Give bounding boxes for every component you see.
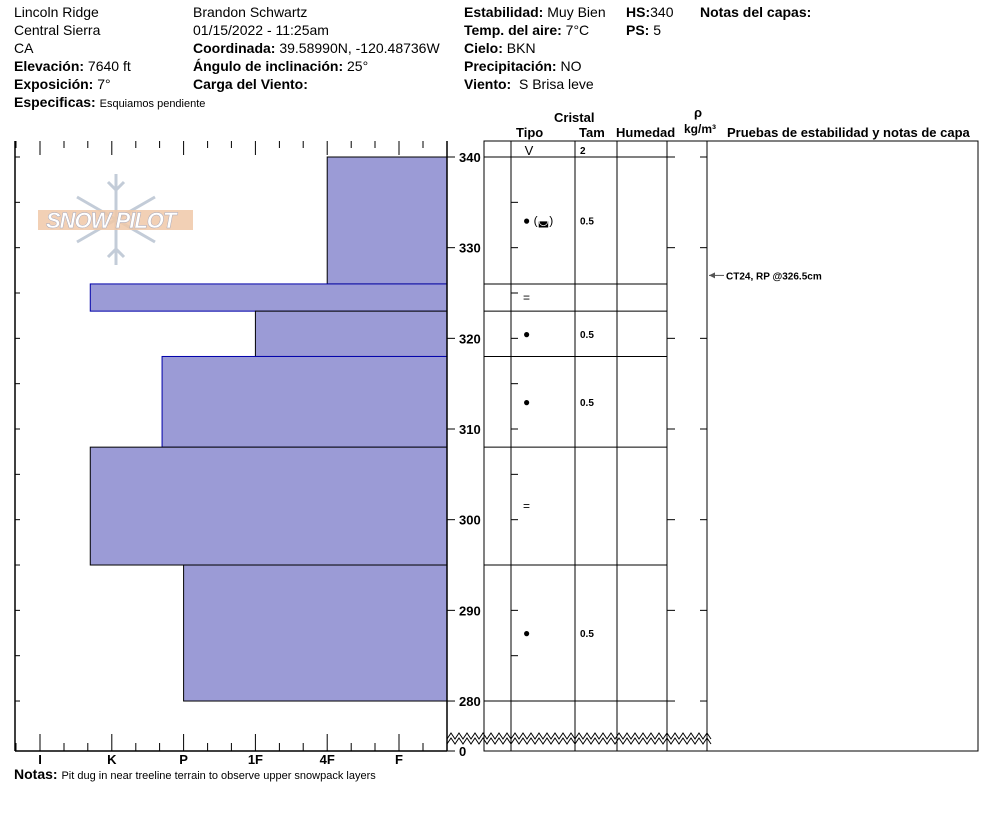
ps-value: 5 (653, 22, 662, 38)
slope: Ángulo de inclinación: 25° (193, 57, 368, 75)
wind-label: Viento: (464, 76, 512, 92)
notes-label: Notas: (14, 766, 58, 782)
aspect-value: 7° (97, 76, 111, 92)
hardness-tick-label: 4F (320, 752, 335, 767)
specifics: Especificas: Esquiamos pendiente (14, 93, 205, 113)
axis-break-zigzag (446, 737, 712, 745)
sky-label: Cielo: (464, 40, 503, 56)
col-type: Tipo (516, 125, 544, 140)
hardness-tick-label: K (107, 752, 117, 767)
axis-break-zigzag (446, 732, 712, 740)
hardness-bar-P+ (161, 355, 448, 448)
stability: Estabilidad: Muy Bien (464, 3, 606, 21)
stability-label: Estabilidad: (464, 4, 544, 20)
ps-label: PS: (626, 22, 650, 38)
height-tick-label: 280 (459, 694, 481, 709)
aspect: Exposición: 7° (14, 75, 111, 93)
notes: Notas: Pit dug in near treeline terrain … (14, 765, 376, 785)
height-tick-label: 0 (459, 744, 466, 759)
elevation-label: Elevación: (14, 58, 85, 74)
height-tick-label: 330 (459, 241, 481, 256)
air-temp: Temp. del aire: 7°C (464, 21, 589, 39)
layer-table-frame (483, 140, 979, 752)
hardness-tick-label: P (179, 752, 188, 767)
hardness-tick-label: 1F (248, 752, 263, 767)
grain-size: 0.5 (580, 330, 594, 341)
hs: HS:340 (626, 3, 673, 21)
specifics-value: Esquiamos pendiente (99, 98, 206, 110)
height-tick-label: 340 (459, 150, 481, 165)
col-size: Tam (579, 125, 605, 140)
col-crystal: Cristal (554, 110, 595, 125)
hs-label: HS: (626, 4, 651, 20)
coordinates: Coordinada: 39.58990N, -120.48736W (193, 39, 440, 57)
slope-label: Ángulo de inclinación: (193, 58, 344, 74)
precip-label: Precipitación: (464, 58, 557, 74)
range: Central Sierra (14, 22, 101, 38)
svg-text:SNOW PILOT: SNOW PILOT (46, 208, 178, 233)
air-temp-value: 7°C (565, 22, 590, 38)
wind-value: S Brisa leve (518, 76, 594, 92)
wind: Viento: S Brisa leve (464, 75, 594, 93)
aspect-label: Exposición: (14, 76, 94, 92)
hardness-bar-K+ (89, 283, 448, 312)
snowpilot-logo: SNOW PILOT (38, 172, 194, 267)
grain-type-symbol: = (523, 499, 530, 513)
datetime: 01/15/2022 - 11:25am (193, 22, 329, 38)
surface-grain-symbol: V (525, 143, 534, 158)
col-moisture: Humedad (616, 125, 676, 140)
slope-value: 25° (347, 58, 369, 74)
stability-test-note: CT24, RP @326.5cm (726, 271, 822, 282)
coord-label: Coordinada: (193, 40, 276, 56)
observer: Brandon Schwartz (193, 4, 308, 20)
grain-size: 0.5 (580, 398, 594, 409)
hardness-tick-label: F (395, 752, 403, 767)
sky-value: BKN (506, 40, 536, 56)
grain-size: 0.5 (580, 629, 594, 640)
snowflake-icon: SNOW PILOT (38, 174, 193, 265)
sky: Cielo: BKN (464, 39, 536, 57)
grain-type-symbol: ● (523, 626, 530, 640)
state: CA (14, 40, 34, 56)
grain-type-symbol: ● (523, 395, 530, 409)
wind-load-label: Carga del Viento: (193, 76, 308, 92)
col-rho: ρ (694, 105, 703, 120)
height-tick-label: 290 (459, 603, 481, 618)
col-density: kg/m³ (684, 122, 717, 136)
elevation: Elevación: 7640 ft (14, 57, 131, 75)
location: Lincoln Ridge (14, 4, 99, 20)
height-tick-label: 300 (459, 513, 481, 528)
coord-value: 39.58990N, -120.48736W (279, 40, 440, 56)
ps: PS: 5 (626, 21, 661, 39)
surface-grain-size: 2 (580, 146, 586, 157)
specifics-label: Especificas: (14, 94, 96, 110)
height-tick-label: 310 (459, 422, 481, 437)
col-tests: Pruebas de estabilidad y notas de capa (727, 125, 970, 140)
grain-type-symbol: ● (◛) (523, 213, 553, 227)
grain-size: 0.5 (580, 216, 594, 227)
stability-value: Muy Bien (547, 4, 606, 20)
notes-value: Pit dug in near treeline terrain to obse… (61, 770, 376, 782)
elevation-value: 7640 ft (87, 58, 131, 74)
grain-type-symbol: = (523, 291, 530, 305)
grain-type-symbol: ● (523, 327, 530, 341)
air-temp-label: Temp. del aire: (464, 22, 562, 38)
hardness-tick-label: I (38, 752, 42, 767)
layer-notes-label: Notas del capas: (700, 4, 812, 20)
hardness-bar-P (183, 564, 448, 702)
height-tick-label: 320 (459, 331, 481, 346)
hardness-bar-K+ (89, 446, 448, 566)
precip-value: NO (560, 58, 582, 74)
hs-value: 340 (650, 4, 674, 20)
arrow-head-icon (709, 272, 715, 279)
hardness-bar-4F (326, 156, 448, 285)
hardness-bar-1F (254, 310, 448, 357)
precip: Precipitación: NO (464, 57, 581, 75)
